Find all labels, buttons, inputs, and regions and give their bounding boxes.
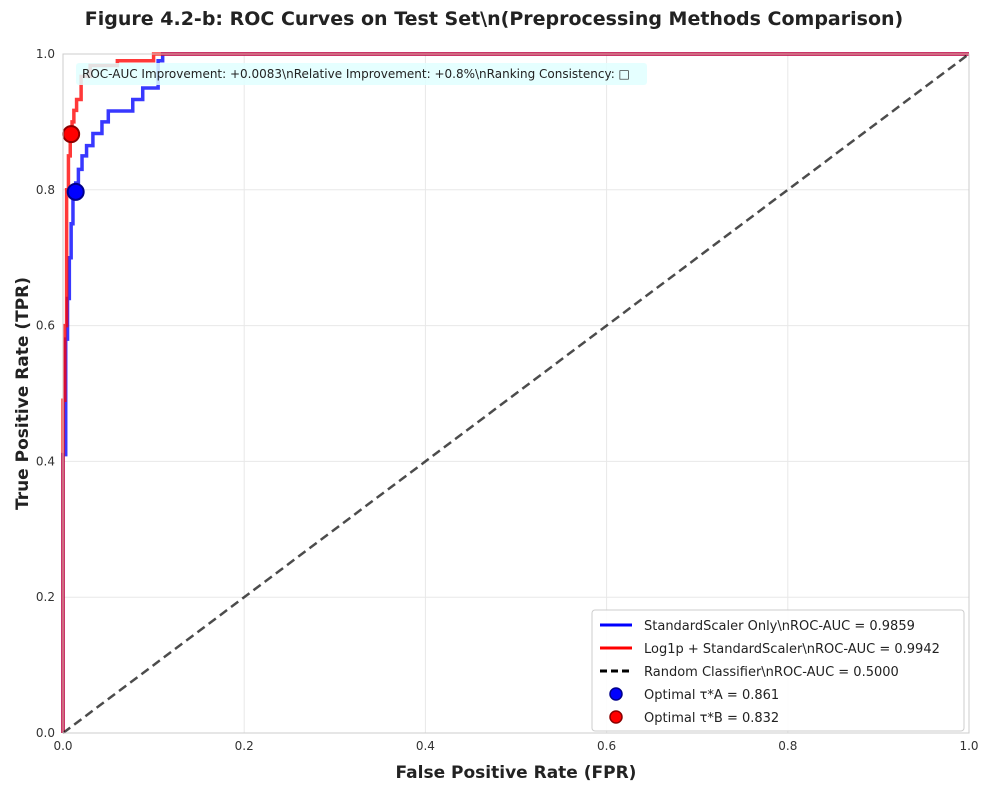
annotation-text: ROC-AUC Improvement: +0.0083\nRelative I… <box>82 67 630 81</box>
y-axis-label: True Positive Rate (TPR) <box>13 277 33 510</box>
series-line-3 <box>62 52 970 735</box>
legend: StandardScaler Only\nROC-AUC = 0.9859 Log… <box>591 609 965 732</box>
y-tick-label: 0.6 <box>36 319 55 333</box>
x-tick-label: 0.0 <box>53 739 72 753</box>
optimal-point-1 <box>66 182 85 201</box>
series-line-1 <box>61 52 969 733</box>
legend-marker-swatch <box>609 687 623 701</box>
plot-frame <box>62 53 970 734</box>
legend-entry-label: Optimal τ*A = 0.861 <box>644 688 779 703</box>
grid <box>62 53 970 734</box>
y-tick-label: 0.0 <box>36 726 55 740</box>
y-tick-label: 1.0 <box>36 47 55 61</box>
x-axis-label: False Positive Rate (FPR) <box>396 763 637 783</box>
y-tick-label: 0.2 <box>36 590 55 604</box>
x-tick-label: 0.6 <box>597 739 616 753</box>
ticks: 0.0 0.2 0.4 0.6 0.8 1.0 0.0 0.2 0.4 0.6 0.8 1.0 <box>36 47 979 753</box>
x-tick-label: 0.8 <box>778 739 797 753</box>
y-tick-label: 0.4 <box>36 454 55 468</box>
x-tick-label: 1.0 <box>959 739 978 753</box>
chart-title: Figure 4.2-b: ROC Curves on Test Set\n(P… <box>85 8 903 30</box>
x-tick-label: 0.2 <box>235 739 254 753</box>
annotation-box: ROC-AUC Improvement: +0.0083\nRelative I… <box>76 63 647 85</box>
legend-marker-swatch <box>609 710 623 724</box>
y-tick-label: 0.8 <box>36 183 55 197</box>
legend-entry-label: Optimal τ*B = 0.832 <box>644 711 779 726</box>
legend-entry-label: Log1p + StandardScaler\nROC-AUC = 0.9942 <box>644 642 940 657</box>
legend-entry-label: StandardScaler Only\nROC-AUC = 0.9859 <box>644 619 915 634</box>
legend-entry-label: Random Classifier\nROC-AUC = 0.5000 <box>644 665 899 680</box>
legend-box <box>591 609 965 732</box>
x-tick-label: 0.4 <box>416 739 435 753</box>
optimal-point-2 <box>62 125 81 144</box>
